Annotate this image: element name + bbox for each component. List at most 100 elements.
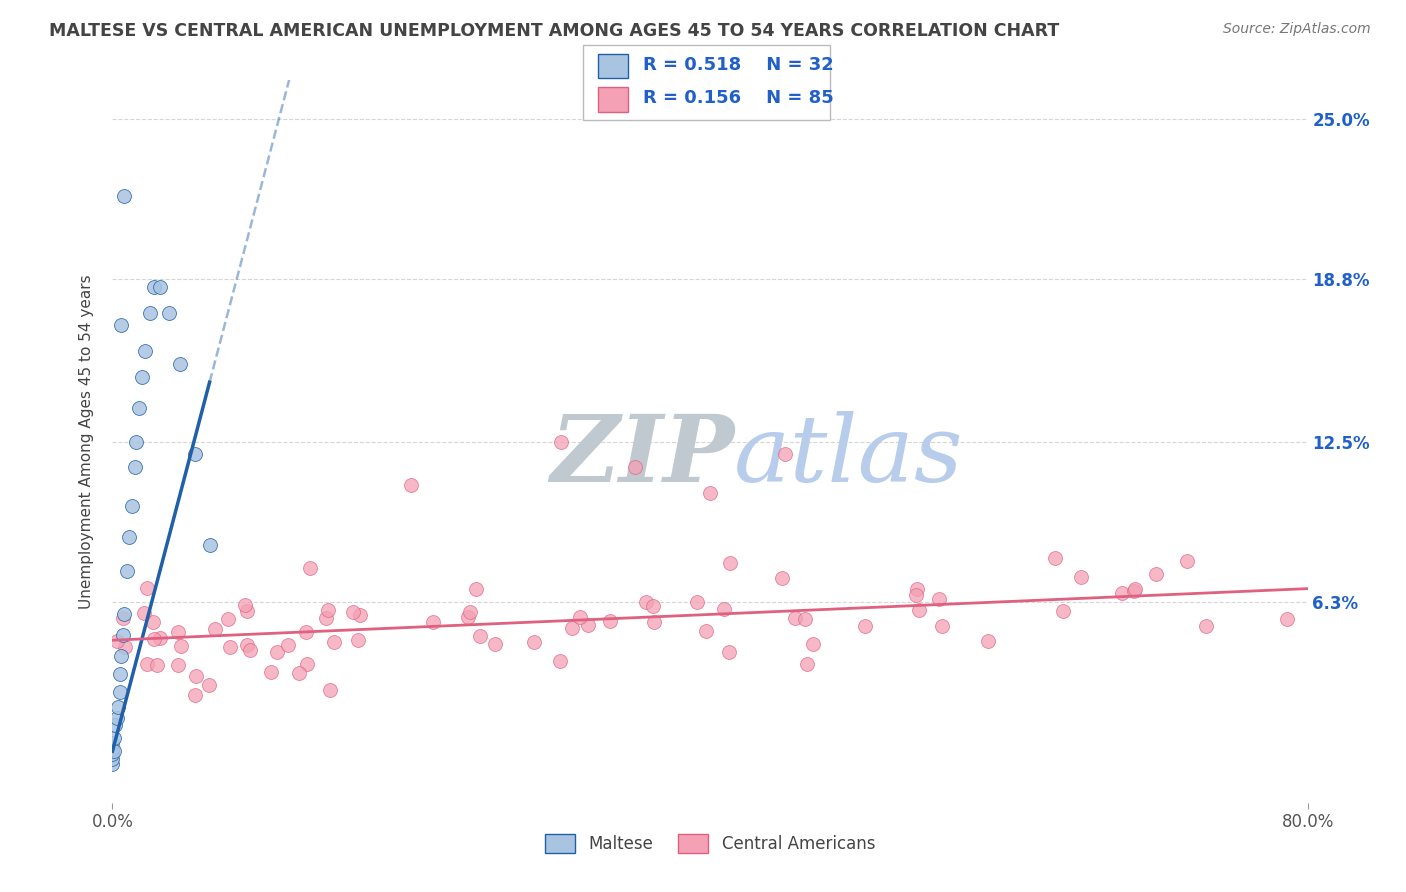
Point xyxy=(1111,586,1133,600)
Point xyxy=(183,447,205,461)
Point xyxy=(641,599,664,614)
Point xyxy=(217,612,239,626)
Point xyxy=(134,344,156,359)
Point xyxy=(114,189,135,203)
Point xyxy=(1195,618,1218,632)
Point xyxy=(167,624,190,639)
Point xyxy=(458,605,481,619)
Text: atlas: atlas xyxy=(734,411,963,501)
Point xyxy=(794,612,817,626)
Point xyxy=(108,685,131,699)
Point xyxy=(931,619,953,633)
Point xyxy=(1123,583,1146,598)
Point xyxy=(550,434,572,449)
Y-axis label: Unemployment Among Ages 45 to 54 years: Unemployment Among Ages 45 to 54 years xyxy=(79,274,94,609)
Point xyxy=(136,581,159,595)
Point xyxy=(785,611,807,625)
Point xyxy=(1319,604,1341,618)
Point xyxy=(634,595,657,609)
Text: R = 0.156    N = 85: R = 0.156 N = 85 xyxy=(643,89,834,107)
Text: Source: ZipAtlas.com: Source: ZipAtlas.com xyxy=(1223,22,1371,37)
Point xyxy=(1070,570,1092,584)
Text: MALTESE VS CENTRAL AMERICAN UNEMPLOYMENT AMONG AGES 45 TO 54 YEARS CORRELATION C: MALTESE VS CENTRAL AMERICAN UNEMPLOYMENT… xyxy=(49,22,1060,40)
Point xyxy=(342,605,364,619)
Point xyxy=(114,607,135,622)
Point xyxy=(124,460,146,475)
Point xyxy=(643,615,665,629)
Point xyxy=(121,499,143,513)
Point xyxy=(186,669,208,683)
Point xyxy=(1045,550,1067,565)
Point xyxy=(117,564,139,578)
Point xyxy=(169,639,191,653)
Point xyxy=(695,624,717,639)
Point xyxy=(346,633,368,648)
Point xyxy=(105,711,128,725)
Point xyxy=(905,589,928,603)
Point xyxy=(977,634,1000,648)
Point xyxy=(316,603,339,617)
Point xyxy=(801,637,824,651)
Point xyxy=(111,611,134,625)
Point xyxy=(288,665,311,680)
Legend: Maltese, Central Americans: Maltese, Central Americans xyxy=(538,827,882,860)
Point xyxy=(239,643,262,657)
Point xyxy=(118,530,141,544)
Point xyxy=(523,634,546,648)
Point xyxy=(107,700,129,714)
Point xyxy=(319,682,342,697)
Point xyxy=(718,556,741,570)
Point xyxy=(561,621,583,635)
Point xyxy=(101,752,124,766)
Point xyxy=(599,614,621,628)
Point xyxy=(143,279,166,293)
Point xyxy=(548,654,571,668)
Point xyxy=(104,718,127,732)
Point xyxy=(1175,553,1198,567)
Point xyxy=(131,370,153,384)
Point xyxy=(1052,603,1074,617)
Point xyxy=(108,666,131,681)
Point xyxy=(101,736,124,750)
Text: R = 0.518    N = 32: R = 0.518 N = 32 xyxy=(643,56,834,74)
Point xyxy=(853,619,876,633)
Point xyxy=(235,639,257,653)
Point xyxy=(183,689,205,703)
Point xyxy=(315,611,337,625)
Point xyxy=(111,628,134,642)
Point xyxy=(146,658,169,673)
Point xyxy=(484,637,506,651)
Point xyxy=(295,657,318,671)
Point xyxy=(103,744,125,758)
Point xyxy=(103,731,125,746)
Point xyxy=(465,582,488,597)
Point xyxy=(322,634,344,648)
Point xyxy=(578,618,600,632)
Point xyxy=(110,318,132,333)
Point xyxy=(277,638,299,652)
Point xyxy=(125,434,148,449)
Point xyxy=(685,595,707,609)
Point xyxy=(136,657,159,671)
Point xyxy=(266,645,288,659)
Point xyxy=(219,640,242,654)
Point xyxy=(905,582,928,596)
Point xyxy=(699,486,721,500)
Point xyxy=(169,357,191,371)
Text: ZIP: ZIP xyxy=(550,411,734,501)
Point xyxy=(401,478,423,492)
Point xyxy=(233,598,256,612)
Point xyxy=(796,657,818,672)
Point xyxy=(128,401,150,415)
Point xyxy=(770,571,793,585)
Point xyxy=(157,305,180,319)
Point xyxy=(713,601,735,615)
Point xyxy=(114,640,136,655)
Point xyxy=(569,610,592,624)
Point xyxy=(1275,612,1298,626)
Point xyxy=(295,624,318,639)
Point xyxy=(139,305,162,319)
Point xyxy=(236,604,259,618)
Point xyxy=(468,629,491,643)
Point xyxy=(260,665,283,679)
